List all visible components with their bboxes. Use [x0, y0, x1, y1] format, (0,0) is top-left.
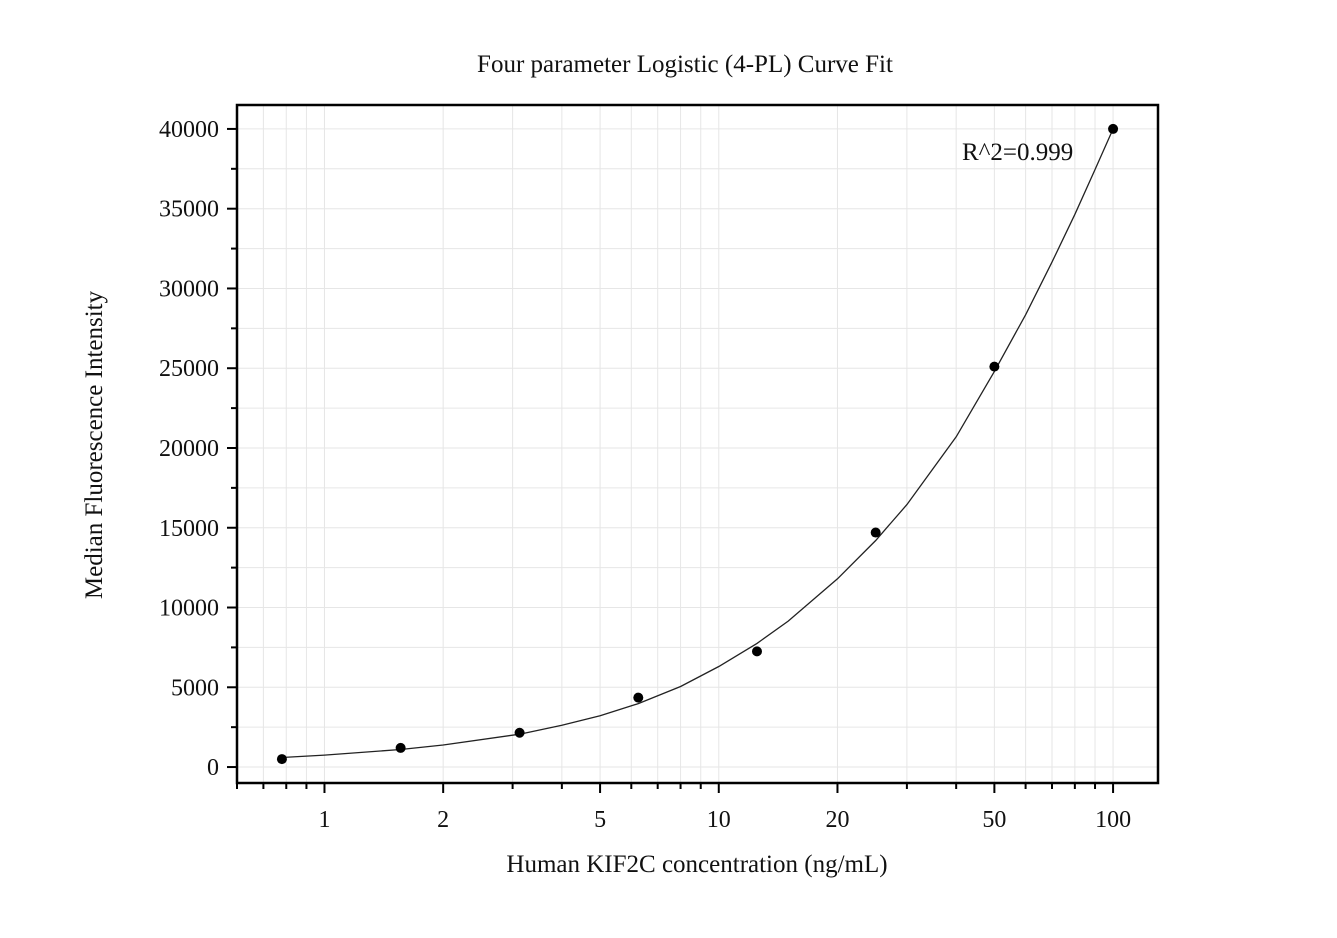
y-tick-label: 15000: [159, 516, 219, 542]
x-tick-label: 2: [437, 807, 449, 833]
y-tick-label: 20000: [159, 436, 219, 462]
curve-layer: [281, 128, 1114, 759]
x-tick-label: 50: [982, 807, 1006, 833]
plot-frame: [235, 103, 1160, 785]
x-axis-label: Human KIF2C concentration (ng/mL): [506, 851, 887, 878]
data-point: [870, 527, 881, 538]
y-tick-label: 40000: [159, 117, 219, 143]
x-tick-label: 5: [594, 807, 606, 833]
data-point: [1108, 123, 1119, 134]
data-point: [989, 361, 1000, 372]
points-layer: [276, 123, 1119, 765]
y-axis-label: Median Fluorescence Intensity: [81, 290, 108, 599]
data-point: [514, 727, 525, 738]
x-tick-label: 10: [707, 807, 731, 833]
r-squared-annotation: R^2=0.999: [962, 139, 1073, 166]
data-point: [395, 742, 406, 753]
data-point: [276, 754, 287, 765]
y-tick-label: 35000: [159, 197, 219, 223]
fit-curve: [281, 128, 1114, 759]
x-tick-label: 1: [318, 807, 330, 833]
x-tick-label: 100: [1095, 807, 1131, 833]
y-tick-label: 30000: [159, 276, 219, 302]
y-tick-label: 25000: [159, 356, 219, 382]
grid-layer: [236, 105, 1158, 783]
data-point: [751, 646, 762, 657]
ticks-layer: 1 2 5 10 20 50 100 0 5000 10000 15000 20000 25000 300…: [159, 117, 1131, 833]
y-tick-label: 0: [207, 755, 219, 781]
y-tick-label: 10000: [159, 596, 219, 622]
y-tick-label: 5000: [171, 675, 219, 701]
x-tick-label: 20: [825, 807, 849, 833]
data-point: [633, 692, 644, 703]
chart-title: Four parameter Logistic (4-PL) Curve Fit: [477, 51, 893, 78]
